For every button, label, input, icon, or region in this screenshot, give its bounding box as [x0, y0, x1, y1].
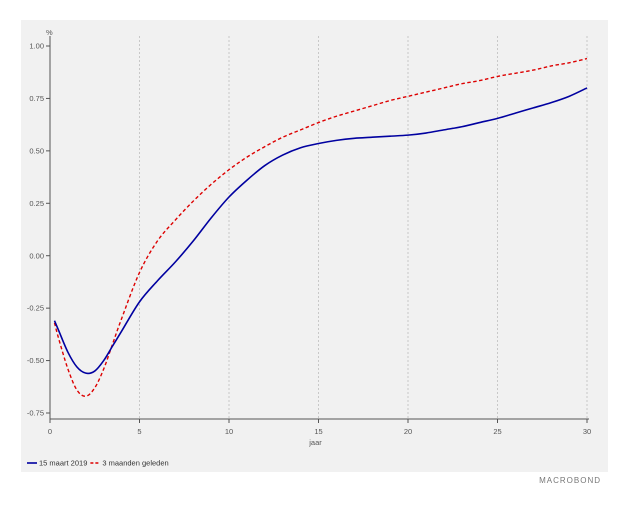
plot-area	[21, 20, 608, 472]
x-tick-label: 25	[493, 427, 501, 436]
y-tick-label: 0.50	[29, 146, 44, 155]
y-tick-label: 0.25	[29, 199, 44, 208]
y-tick-label: 0.00	[29, 251, 44, 260]
x-tick-label: 0	[48, 427, 52, 436]
y-tick-label: -0.50	[27, 356, 44, 365]
series-line-3-maanden-geleden	[53, 57, 588, 397]
x-tick-label: 30	[583, 427, 591, 436]
series-line-15-maart-2019	[53, 87, 588, 375]
x-tick-label: 5	[137, 427, 141, 436]
x-tick-label: 10	[225, 427, 233, 436]
legend: 15 maart 2019 3 maanden geleden	[27, 459, 169, 468]
y-tick-label: -0.25	[27, 304, 44, 313]
brand-label: MACROBOND	[539, 476, 601, 485]
x-tick-label: 15	[314, 427, 322, 436]
y-axis-unit: %	[46, 28, 53, 37]
y-tick-label: -0.75	[27, 409, 44, 418]
y-tick-label: 1.00	[29, 42, 44, 51]
legend-label: 15 maart 2019	[39, 459, 87, 468]
series-lines	[53, 57, 588, 397]
x-axis-label: jaar	[308, 438, 322, 447]
brand-watermark: MACROBOND	[539, 476, 601, 485]
axes: -0.75 -0.50 -0.25 0.00 0.25 0.50 0.75 1.00 0 5 10 1…	[27, 28, 591, 447]
x-tick-label: 20	[404, 427, 412, 436]
legend-label: 3 maanden geleden	[102, 459, 168, 468]
y-tick-label: 0.75	[29, 94, 44, 103]
